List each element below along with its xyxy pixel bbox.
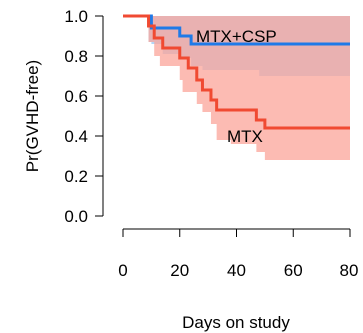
axis-ticks: [95, 15, 351, 237]
series-label-mtx-csp: MTX+CSP: [196, 27, 277, 46]
y-tick-label: 0.2: [64, 167, 88, 186]
confidence-band-mtx: [148, 16, 350, 160]
series-label-mtx: MTX: [227, 127, 263, 146]
y-tick-label: 0.8: [64, 47, 88, 66]
x-tick-label: 80: [340, 261, 359, 280]
y-tick-label: 1.0: [64, 7, 88, 26]
x-tick-label: 20: [170, 261, 189, 280]
x-tick-label: 40: [227, 261, 246, 280]
survival-curve-mtx: [123, 14, 350, 130]
survival-curves: [123, 14, 350, 130]
survival-curve-mtx-csp: [123, 14, 350, 46]
x-tick-label: 60: [284, 261, 303, 280]
y-axis-title: Pr(GVHD-free): [23, 60, 42, 172]
x-axis-title: Days on study: [182, 313, 290, 332]
y-tick-label: 0.4: [64, 127, 88, 146]
y-tick-label: 0.0: [64, 207, 88, 226]
y-tick-label: 0.6: [64, 87, 88, 106]
x-tick-label: 0: [118, 261, 127, 280]
confidence-bands: [148, 16, 350, 160]
